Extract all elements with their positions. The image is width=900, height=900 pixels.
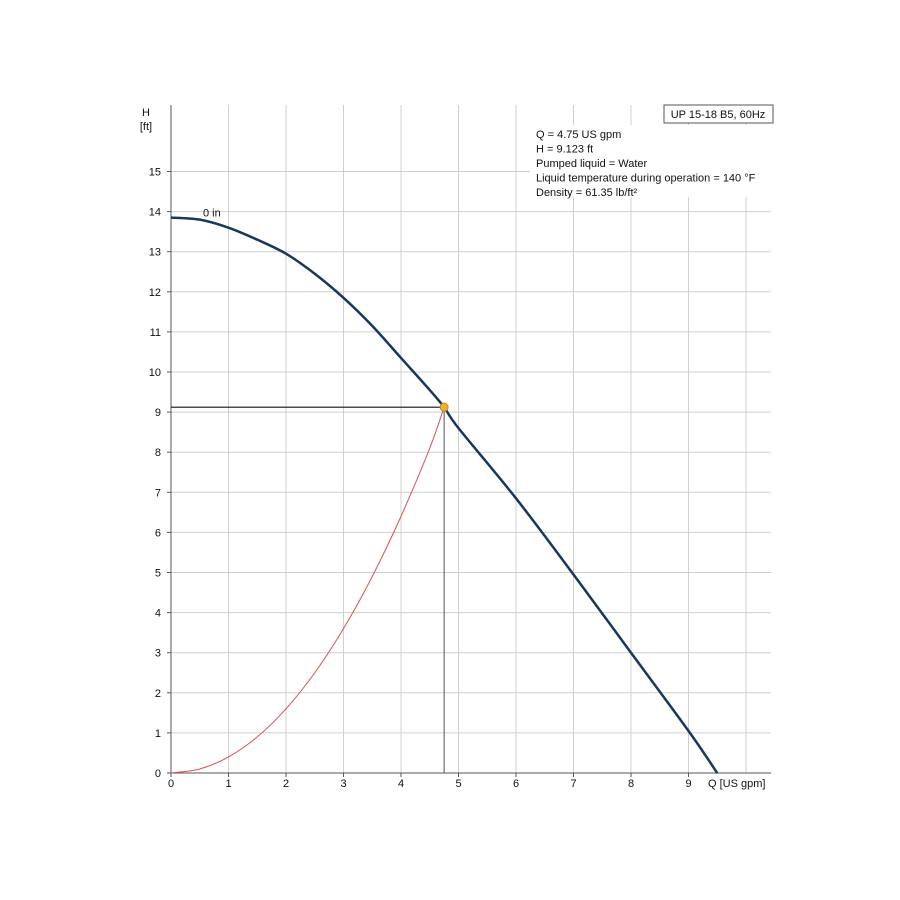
curve-label: 0 in [203, 208, 221, 220]
y-tick-label: 2 [155, 688, 161, 700]
info-line: Q = 4.75 US gpm [536, 129, 621, 141]
y-axis-title: H [142, 107, 150, 119]
y-tick-label: 12 [149, 287, 161, 299]
info-line: Pumped liquid = Water [536, 158, 648, 170]
x-tick-label: 1 [225, 778, 231, 790]
x-tick-label: 4 [398, 778, 404, 790]
y-tick-label: 5 [155, 568, 161, 580]
x-tick-label: 0 [168, 778, 174, 790]
point-marks [439, 402, 449, 412]
y-axis-unit: [ft] [140, 121, 152, 133]
curves: 0 in [170, 208, 719, 774]
axes [170, 105, 771, 774]
y-tick-label: 10 [149, 367, 161, 379]
x-axis-title: Q [US gpm] [708, 778, 765, 790]
operating-info: Q = 4.75 US gpm H = 9.123 ft Pumped liquid… [536, 129, 756, 199]
x-tick-label: 2 [283, 778, 289, 790]
x-tick-label: 8 [628, 778, 634, 790]
x-tick-label: 3 [340, 778, 346, 790]
y-tick-label: 13 [149, 247, 161, 259]
grid-lines [171, 105, 771, 773]
y-tick-label: 8 [155, 447, 161, 459]
y-tick-label: 14 [149, 207, 161, 219]
y-tick-label: 4 [155, 608, 161, 620]
y-tick-label: 7 [155, 487, 161, 499]
y-tick-label: 3 [155, 648, 161, 660]
y-tick-label: 0 [155, 768, 161, 780]
y-tick-label: 15 [149, 167, 161, 179]
y-tick-label: 11 [150, 327, 161, 339]
chart-title: UP 15-18 B5, 60Hz [671, 109, 766, 121]
operating-point-marker [439, 402, 449, 412]
y-tick-label: 6 [155, 527, 161, 539]
x-tick-label: 6 [513, 778, 519, 790]
operating-point-guides [171, 406, 445, 773]
x-tick-label: 9 [685, 778, 691, 790]
chart-title-box [663, 104, 774, 124]
x-tick-label: 7 [570, 778, 576, 790]
y-tick-label: 9 [155, 407, 161, 419]
system-curve-line [170, 407, 445, 774]
info-box [530, 125, 773, 197]
info-line: Density = 61.35 lb/ft² [536, 187, 638, 199]
info-line: H = 9.123 ft [536, 144, 593, 156]
pump-curve-line [170, 216, 719, 774]
info-line: Liquid temperature during operation = 14… [536, 173, 756, 185]
x-tick-label: 5 [455, 778, 461, 790]
y-tick-label: 1 [155, 728, 161, 740]
